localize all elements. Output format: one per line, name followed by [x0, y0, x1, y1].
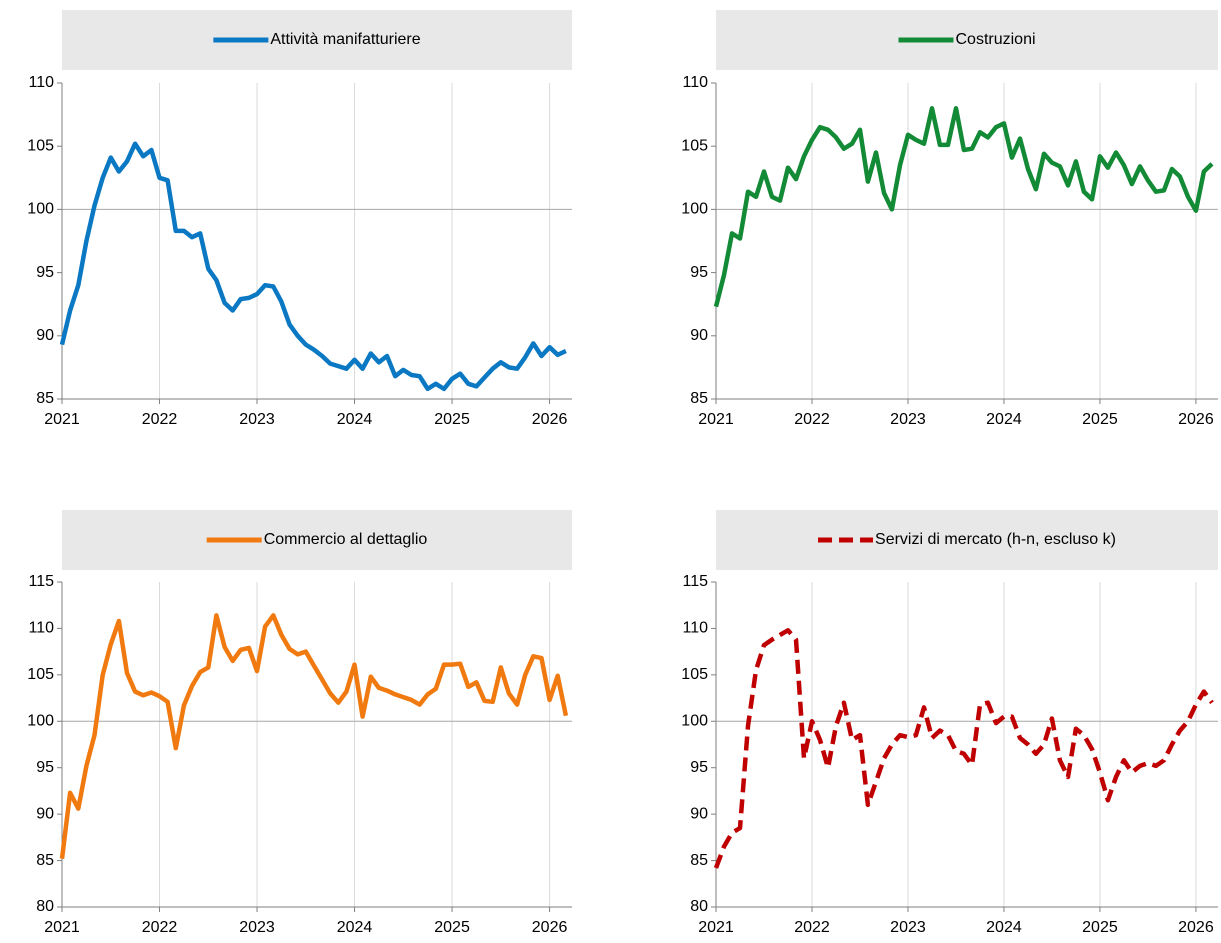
x-tick-label: 2022 — [794, 919, 830, 936]
x-tick-label: 2025 — [434, 411, 470, 428]
legend-box — [62, 510, 572, 570]
y-tick-label: 110 — [682, 620, 708, 637]
y-tick-label: 115 — [682, 573, 708, 590]
y-tick-label: 95 — [36, 264, 54, 281]
x-tick-label: 2024 — [986, 919, 1022, 936]
y-tick-label: 90 — [690, 327, 708, 344]
legend-label: Costruzioni — [955, 31, 1035, 48]
y-tick-label: 95 — [690, 759, 708, 776]
legend-box — [62, 10, 572, 70]
y-tick-label: 95 — [36, 759, 54, 776]
panel: 80 85 90 95 100 105 110 115 2021 2022 2023 2024 2025… — [27, 510, 572, 936]
y-tick-label: 85 — [690, 852, 708, 869]
line-series — [713, 628, 1214, 869]
line-series — [713, 106, 1214, 308]
legend-box — [716, 510, 1218, 570]
legend-entry: Costruzioni — [898, 31, 1036, 48]
legend-label: Servizi di mercato (h-n, escluso k) — [875, 531, 1116, 548]
y-tick-label: 85 — [36, 852, 54, 869]
x-tick-label: 2022 — [794, 411, 830, 428]
panel: 85 90 95 100 105 110 2021 2022 2023 2024 2025 2026 A… — [27, 10, 572, 428]
x-tick-label: 2021 — [44, 411, 80, 428]
x-tick-label: 2024 — [986, 411, 1022, 428]
y-tick-label: 90 — [36, 805, 54, 822]
x-tick-label: 2023 — [239, 411, 275, 428]
x-tick-label: 2022 — [142, 919, 178, 936]
y-tick-label: 100 — [681, 201, 708, 218]
x-tick-label: 2021 — [698, 411, 734, 428]
legend-label: Commercio al dettaglio — [264, 531, 428, 548]
x-tick-label: 2026 — [1178, 411, 1214, 428]
x-tick-label: 2026 — [1178, 919, 1214, 936]
x-tick-label: 2021 — [698, 919, 734, 936]
y-tick-label: 105 — [27, 137, 54, 154]
panel: 85 90 95 100 105 110 2021 2022 2023 2024 2025 2026 C… — [681, 10, 1218, 428]
line-series — [59, 141, 567, 392]
y-tick-label: 90 — [690, 805, 708, 822]
y-tick-label: 105 — [681, 666, 708, 683]
legend-entry: Attività manifatturiere — [213, 31, 421, 48]
y-tick-label: 100 — [681, 713, 708, 730]
y-tick-label: 85 — [690, 390, 708, 407]
legend-entry: Commercio al dettaglio — [206, 531, 428, 548]
x-tick-label: 2023 — [239, 919, 275, 936]
y-tick-label: 80 — [36, 898, 54, 915]
y-tick-label: 110 — [28, 620, 54, 637]
x-tick-label: 2024 — [337, 919, 373, 936]
x-tick-label: 2025 — [1082, 919, 1118, 936]
y-tick-label: 85 — [36, 390, 54, 407]
y-tick-label: 100 — [27, 201, 54, 218]
line-series — [59, 613, 569, 859]
x-tick-label: 2022 — [142, 411, 178, 428]
y-tick-label: 115 — [28, 573, 54, 590]
y-tick-label: 110 — [682, 74, 708, 91]
y-tick-label: 105 — [681, 137, 708, 154]
x-tick-label: 2024 — [337, 411, 373, 428]
x-tick-label: 2025 — [1082, 411, 1118, 428]
x-tick-label: 2021 — [44, 919, 80, 936]
x-tick-label: 2025 — [434, 919, 470, 936]
y-tick-label: 110 — [28, 74, 54, 91]
panel: 80 85 90 95 100 105 110 115 2021 2022 2023 2024 2025… — [681, 510, 1218, 936]
x-tick-label: 2023 — [890, 411, 926, 428]
y-tick-label: 95 — [690, 264, 708, 281]
y-tick-label: 100 — [27, 713, 54, 730]
y-tick-label: 105 — [27, 666, 54, 683]
legend-entry: Servizi di mercato (h-n, escluso k) — [818, 531, 1116, 548]
x-tick-label: 2023 — [890, 919, 926, 936]
x-tick-label: 2026 — [532, 411, 568, 428]
x-tick-label: 2026 — [532, 919, 568, 936]
legend-label: Attività manifatturiere — [270, 31, 420, 48]
legend-box — [716, 10, 1218, 70]
y-tick-label: 90 — [36, 327, 54, 344]
y-tick-label: 80 — [690, 898, 708, 915]
